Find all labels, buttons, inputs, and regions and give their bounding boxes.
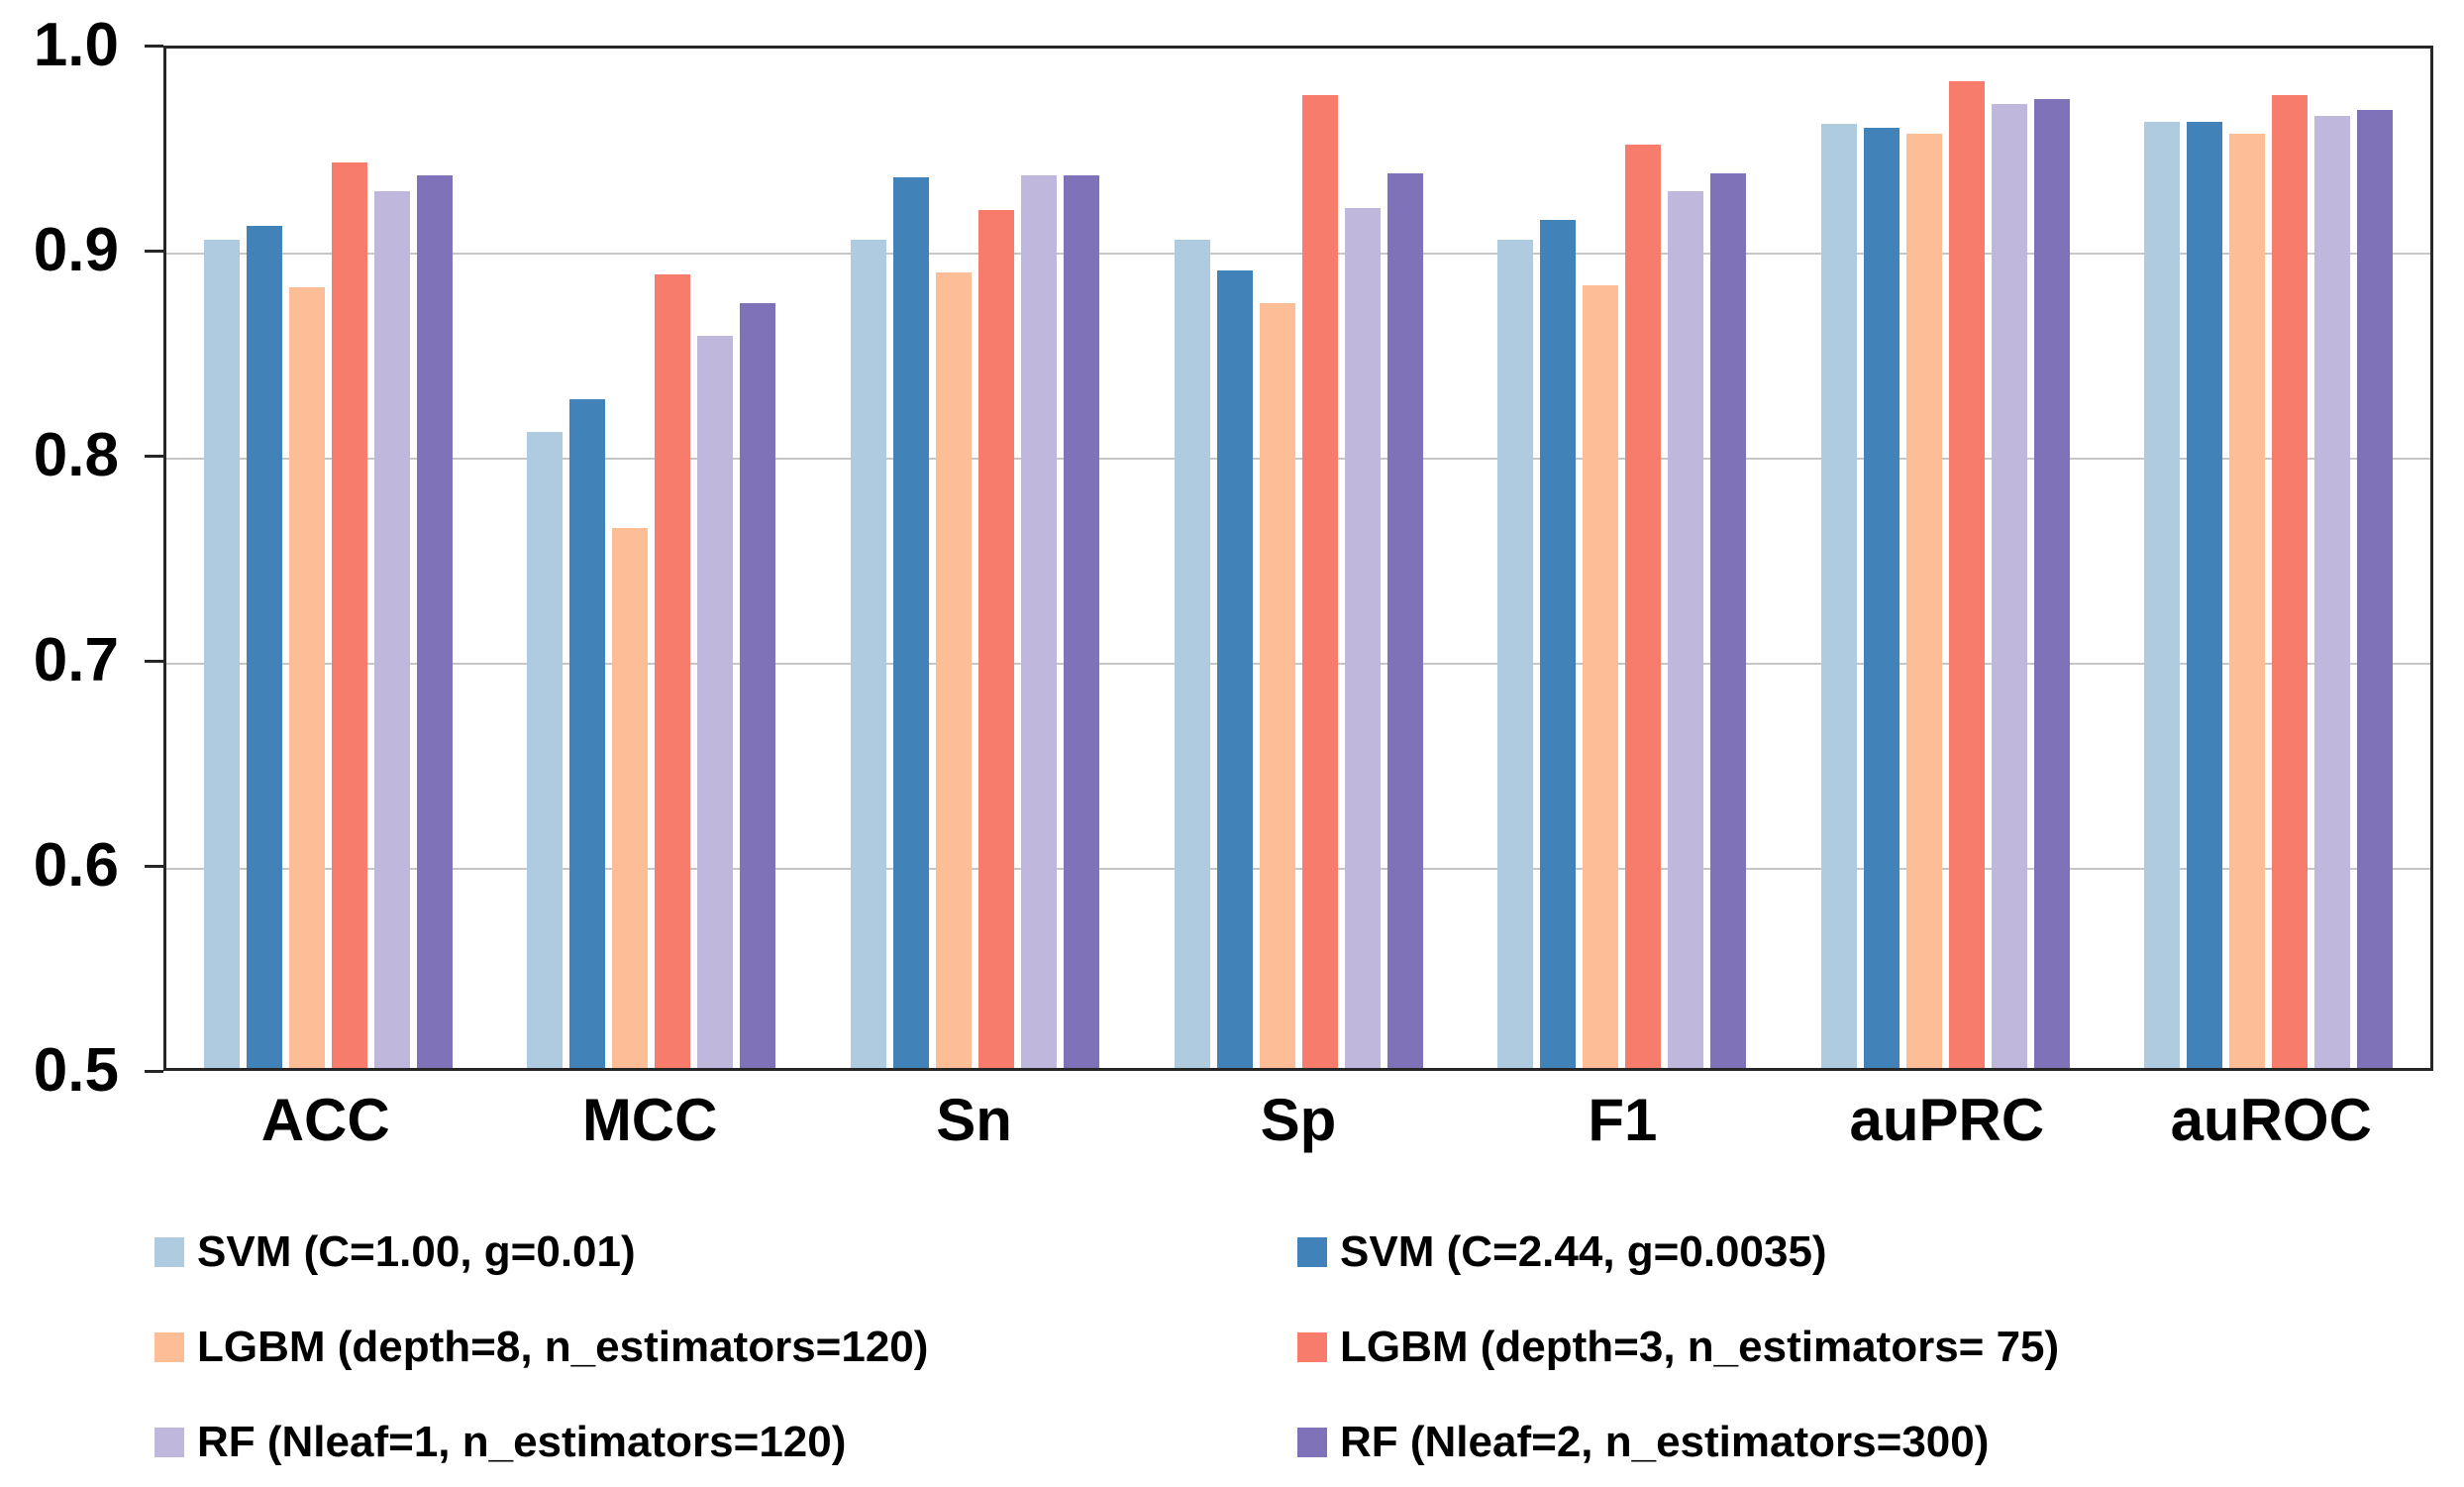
legend-swatch-icon: [154, 1237, 184, 1267]
bar: [246, 226, 282, 1068]
legend-item: LGBM (depth=3, n_estimators= 75): [1297, 1322, 2059, 1373]
legend-label: LGBM (depth=8, n_estimators=120): [197, 1323, 929, 1371]
bar: [892, 176, 929, 1068]
bar: [1625, 144, 1662, 1068]
legend-item: RF (Nleaf=1, n_estimators=120): [154, 1417, 1297, 1468]
bar-group-MCC: [490, 49, 814, 1068]
x-category-label: Sp: [1260, 1087, 1337, 1153]
bar: [1386, 172, 1423, 1068]
bar-group-Sp: [1137, 49, 1461, 1068]
legend-swatch-icon: [1297, 1428, 1327, 1457]
y-tick-label: 0.9: [33, 216, 119, 284]
y-tick-mark: [145, 1069, 163, 1073]
bar-group-auPRC: [1784, 49, 2107, 1068]
bar: [2187, 122, 2223, 1068]
y-tick-label: 1.0: [33, 11, 119, 79]
gridline: [166, 663, 2430, 665]
bar: [697, 336, 734, 1068]
legend-item: SVM (C=2.44, g=0.0035): [1297, 1226, 2059, 1278]
y-tick-label: 0.5: [33, 1036, 119, 1105]
bar: [977, 209, 1014, 1068]
legend: SVM (C=1.00, g=0.01) SVM (C=2.44, g=0.003…: [154, 1226, 2059, 1468]
bar: [527, 431, 564, 1068]
bar: [2357, 109, 2394, 1068]
legend-item: LGBM (depth=8, n_estimators=120): [154, 1322, 1297, 1373]
bar: [2229, 134, 2266, 1068]
bar: [288, 286, 325, 1068]
y-tick-mark: [145, 454, 163, 458]
bar: [935, 272, 972, 1068]
legend-swatch-icon: [154, 1428, 184, 1457]
bar: [1540, 219, 1577, 1068]
bar: [1583, 284, 1619, 1068]
bar: [850, 240, 886, 1068]
bar: [2144, 122, 2181, 1068]
bar: [1820, 124, 1857, 1068]
legend-label: RF (Nleaf=2, n_estimators=300): [1340, 1418, 1990, 1466]
bar: [1259, 303, 1295, 1068]
x-category-label: auPRC: [1849, 1087, 2045, 1153]
legend-swatch-icon: [154, 1332, 184, 1362]
x-category-label: Sn: [936, 1087, 1012, 1153]
x-axis-labels: ACC MCC Sn Sp F1 auPRC auROC: [163, 1086, 2433, 1155]
y-tick-label: 0.8: [33, 421, 119, 489]
bar-group-F1: [1460, 49, 1784, 1068]
bar: [1668, 191, 1704, 1068]
bar: [2033, 99, 2070, 1068]
bar: [373, 191, 410, 1068]
bar: [740, 303, 776, 1068]
bar: [1948, 80, 1985, 1068]
gridline: [166, 253, 2430, 255]
bar-group-Sn: [813, 49, 1137, 1068]
bar: [331, 162, 367, 1068]
bar-group-auROC: [2106, 49, 2430, 1068]
bar: [1905, 134, 1942, 1068]
bar-group-ACC: [166, 49, 490, 1068]
legend-swatch-icon: [1297, 1237, 1327, 1267]
legend-label: LGBM (depth=3, n_estimators= 75): [1340, 1323, 2060, 1371]
bar: [1301, 95, 1338, 1068]
bar: [203, 240, 240, 1068]
bar: [1216, 270, 1253, 1068]
x-category-label: ACC: [260, 1087, 390, 1153]
x-category-label: F1: [1588, 1087, 1658, 1153]
bar: [1497, 240, 1534, 1068]
y-tick-mark: [145, 659, 163, 663]
legend-swatch-icon: [1297, 1332, 1327, 1362]
bar: [655, 274, 691, 1068]
legend-label: SVM (C=2.44, g=0.0035): [1340, 1227, 1827, 1276]
bar: [1863, 128, 1899, 1068]
legend-item: SVM (C=1.00, g=0.01): [154, 1226, 1297, 1278]
bar: [2314, 115, 2351, 1068]
gridline: [166, 868, 2430, 870]
legend-item: RF (Nleaf=2, n_estimators=300): [1297, 1417, 2059, 1468]
bar: [1063, 174, 1099, 1068]
y-tick-label: 0.7: [33, 626, 119, 694]
x-category-label: MCC: [581, 1087, 718, 1153]
gridline: [166, 458, 2430, 460]
bar: [569, 398, 606, 1068]
y-tick-mark: [145, 44, 163, 48]
legend-label: SVM (C=1.00, g=0.01): [197, 1227, 636, 1276]
bar: [1344, 207, 1381, 1068]
bar: [2272, 95, 2309, 1068]
bar: [1991, 103, 2027, 1068]
y-tick-mark: [145, 249, 163, 253]
bar: [612, 527, 649, 1068]
y-tick-label: 0.6: [33, 831, 119, 900]
bar: [1020, 174, 1057, 1068]
bar: [1710, 172, 1747, 1068]
plot-area: [163, 46, 2433, 1071]
bar: [1174, 240, 1210, 1068]
x-category-label: auROC: [2170, 1087, 2372, 1153]
y-tick-mark: [145, 864, 163, 868]
bars-layer: [166, 49, 2430, 1068]
bar: [416, 174, 453, 1068]
legend-label: RF (Nleaf=1, n_estimators=120): [197, 1418, 847, 1466]
